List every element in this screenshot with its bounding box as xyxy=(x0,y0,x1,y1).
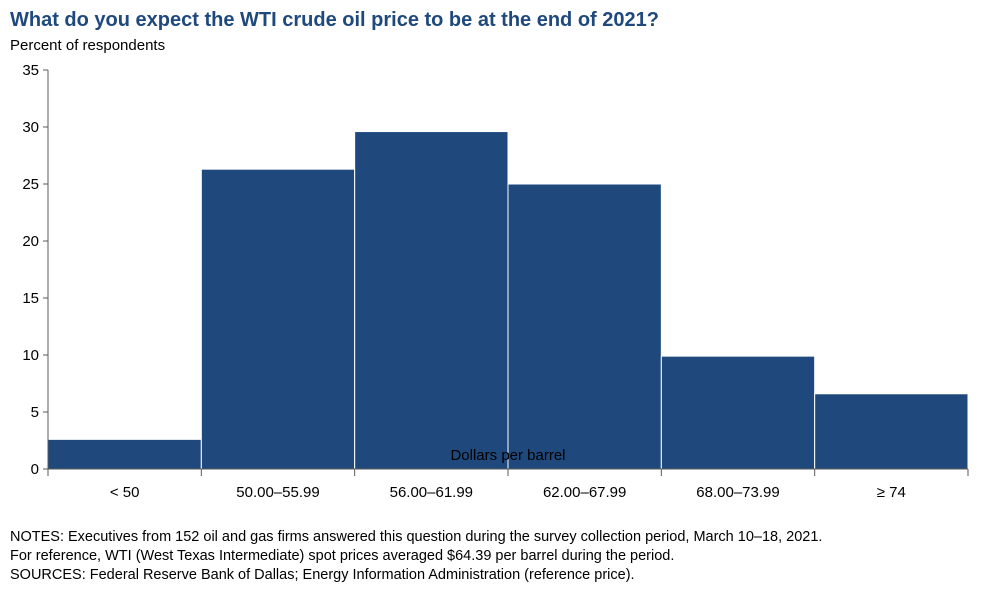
y-tick-label: 5 xyxy=(31,404,39,421)
notes-line: NOTES: Executives from 152 oil and gas f… xyxy=(10,529,823,545)
y-tick-label: 25 xyxy=(22,176,39,193)
y-axis-label: Percent of respondents xyxy=(10,37,166,54)
chart-notes: NOTES: Executives from 152 oil and gas f… xyxy=(10,528,822,585)
y-tick-label: 35 xyxy=(22,62,39,79)
y-tick-label: 0 xyxy=(31,461,39,478)
y-tick-label: 15 xyxy=(22,290,39,307)
bar xyxy=(814,393,969,470)
bar xyxy=(47,438,202,470)
x-tick-label: 62.00–67.99 xyxy=(543,484,626,501)
histogram-chart: 0 5 10 15 20 25 30 35 < 50 50.00–55.99 56.00–61.99… xyxy=(22,62,969,501)
bar xyxy=(660,355,816,470)
notes-line: SOURCES: Federal Reserve Bank of Dallas;… xyxy=(10,567,635,583)
bar xyxy=(200,168,356,470)
chart-title: What do you expect the WTI crude oil pri… xyxy=(10,9,659,31)
x-tick-label: 68.00–73.99 xyxy=(696,484,779,501)
x-axis-label: Dollars per barrel xyxy=(450,447,565,464)
x-tick-label: 50.00–55.99 xyxy=(236,484,319,501)
y-tick-label: 30 xyxy=(22,119,39,136)
bar xyxy=(507,183,662,470)
y-tick-label: 20 xyxy=(22,233,39,250)
x-tick-label: 56.00–61.99 xyxy=(390,484,473,501)
notes-line: For reference, WTI (West Texas Intermedi… xyxy=(10,548,675,564)
bar xyxy=(354,131,509,470)
y-tick-label: 10 xyxy=(22,347,39,364)
x-tick-label: < 50 xyxy=(110,484,140,501)
x-tick-label: ≥ 74 xyxy=(877,484,906,501)
